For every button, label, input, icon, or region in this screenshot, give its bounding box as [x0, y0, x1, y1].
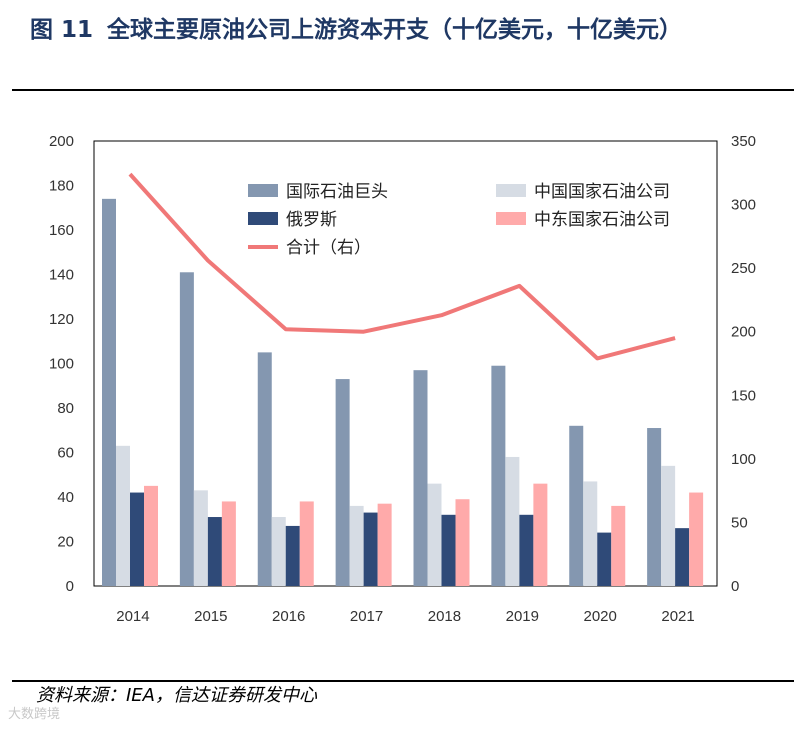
bar-1-2019: [491, 365, 506, 586]
x-tick-label: 2021: [661, 608, 694, 625]
watermark: 大数跨境: [8, 707, 61, 722]
x-tick-label: 2017: [350, 608, 383, 625]
bar-3-2014: [130, 492, 144, 586]
y-left-tick-label: 80: [57, 400, 74, 417]
x-tick-label: 2018: [428, 608, 461, 625]
y-left-tick-label: 160: [49, 222, 74, 239]
y-left-tick-label: 60: [57, 445, 74, 462]
y-left-tick-label: 100: [49, 356, 74, 373]
bar-4-2014: [144, 485, 158, 586]
bar-3-2018: [441, 514, 456, 586]
legend-label: 中国国家石油公司: [534, 182, 670, 202]
y-right-tick-label: 0: [731, 578, 739, 595]
legend-swatch: [496, 212, 526, 225]
figure-title: 图 11 全球主要原油公司上游资本开支（十亿美元，十亿美元）: [30, 12, 770, 49]
bar-3-2017: [363, 512, 378, 586]
x-tick-label: 2016: [272, 608, 305, 625]
y-right-tick-label: 250: [731, 260, 756, 277]
legend-label: 合计（右）: [286, 238, 371, 258]
bar-1-2015: [179, 272, 194, 586]
bar-2-2015: [193, 490, 208, 586]
bar-1-2018: [413, 370, 428, 586]
bar-1-2014: [102, 198, 116, 586]
total-line: [128, 172, 676, 361]
bar-4-2020: [611, 505, 626, 586]
capex-chart: 0 20 40 60 80 100 120 140 160 180 200 0 50 100 150 200 2…: [49, 133, 756, 625]
y-left-tick-label: 140: [49, 267, 74, 284]
legend-label: 俄罗斯: [286, 210, 337, 230]
y-left-tick-label: 180: [49, 178, 74, 195]
figure-title-text: 全球主要原油公司上游资本开支（十亿美元，十亿美元）: [107, 17, 683, 43]
bar-2-2016: [271, 517, 286, 586]
bar-2-2021: [661, 465, 676, 586]
bar-2-2018: [427, 483, 442, 586]
bar-3-2016: [285, 525, 300, 586]
y-right-tick-label: 200: [731, 324, 756, 341]
bar-4-2016: [299, 501, 314, 586]
bar-2-2020: [583, 481, 598, 586]
bar-4-2015: [221, 501, 236, 586]
chart-bars: [102, 198, 704, 586]
bar-2-2014: [116, 445, 130, 586]
source-note: 资料来源：IEA，信达证券研发中心: [36, 685, 317, 706]
bar-1-2021: [647, 428, 662, 586]
x-tick-label: 2015: [194, 608, 227, 625]
bar-1-2020: [569, 425, 584, 586]
source-rule: [12, 680, 794, 682]
y-right-tick-label: 300: [731, 197, 756, 214]
x-tick-label: 2014: [116, 608, 149, 625]
bar-2-2019: [505, 456, 520, 586]
y-left-tick-label: 20: [57, 534, 74, 551]
bar-2-2017: [349, 505, 364, 586]
bar-3-2015: [207, 517, 222, 586]
y-left-tick-label: 200: [49, 133, 74, 150]
bar-1-2017: [335, 379, 350, 586]
bar-3-2019: [519, 514, 534, 586]
y-left-tick-label: 120: [49, 311, 74, 328]
bar-4-2019: [533, 483, 548, 586]
legend-swatch: [496, 184, 526, 197]
bar-4-2017: [377, 503, 392, 586]
chart-axes: 0 20 40 60 80 100 120 140 160 180 200 0 50 100 150 200 2…: [49, 133, 756, 625]
plot-frame: [93, 140, 718, 587]
bar-4-2018: [455, 499, 470, 586]
figure-number: 图 11: [30, 17, 94, 43]
bar-4-2021: [689, 492, 704, 586]
legend-label: 中东国家石油公司: [534, 210, 670, 230]
y-left-tick-label: 0: [66, 578, 74, 595]
y-left-tick-label: 40: [57, 489, 74, 506]
y-right-tick-label: 100: [731, 451, 756, 468]
bar-3-2021: [675, 528, 690, 586]
legend-swatch: [248, 212, 278, 225]
title-rule: [12, 89, 794, 91]
y-right-tick-label: 50: [731, 514, 748, 531]
bar-1-2016: [257, 352, 272, 586]
chart-line: [128, 172, 676, 361]
bar-3-2020: [597, 532, 612, 586]
y-right-tick-label: 150: [731, 387, 756, 404]
y-right-tick-label: 350: [731, 133, 756, 150]
legend-swatch: [248, 184, 278, 197]
x-tick-label: 2020: [584, 608, 617, 625]
legend-label: 国际石油巨头: [286, 182, 388, 202]
x-tick-label: 2019: [506, 608, 539, 625]
